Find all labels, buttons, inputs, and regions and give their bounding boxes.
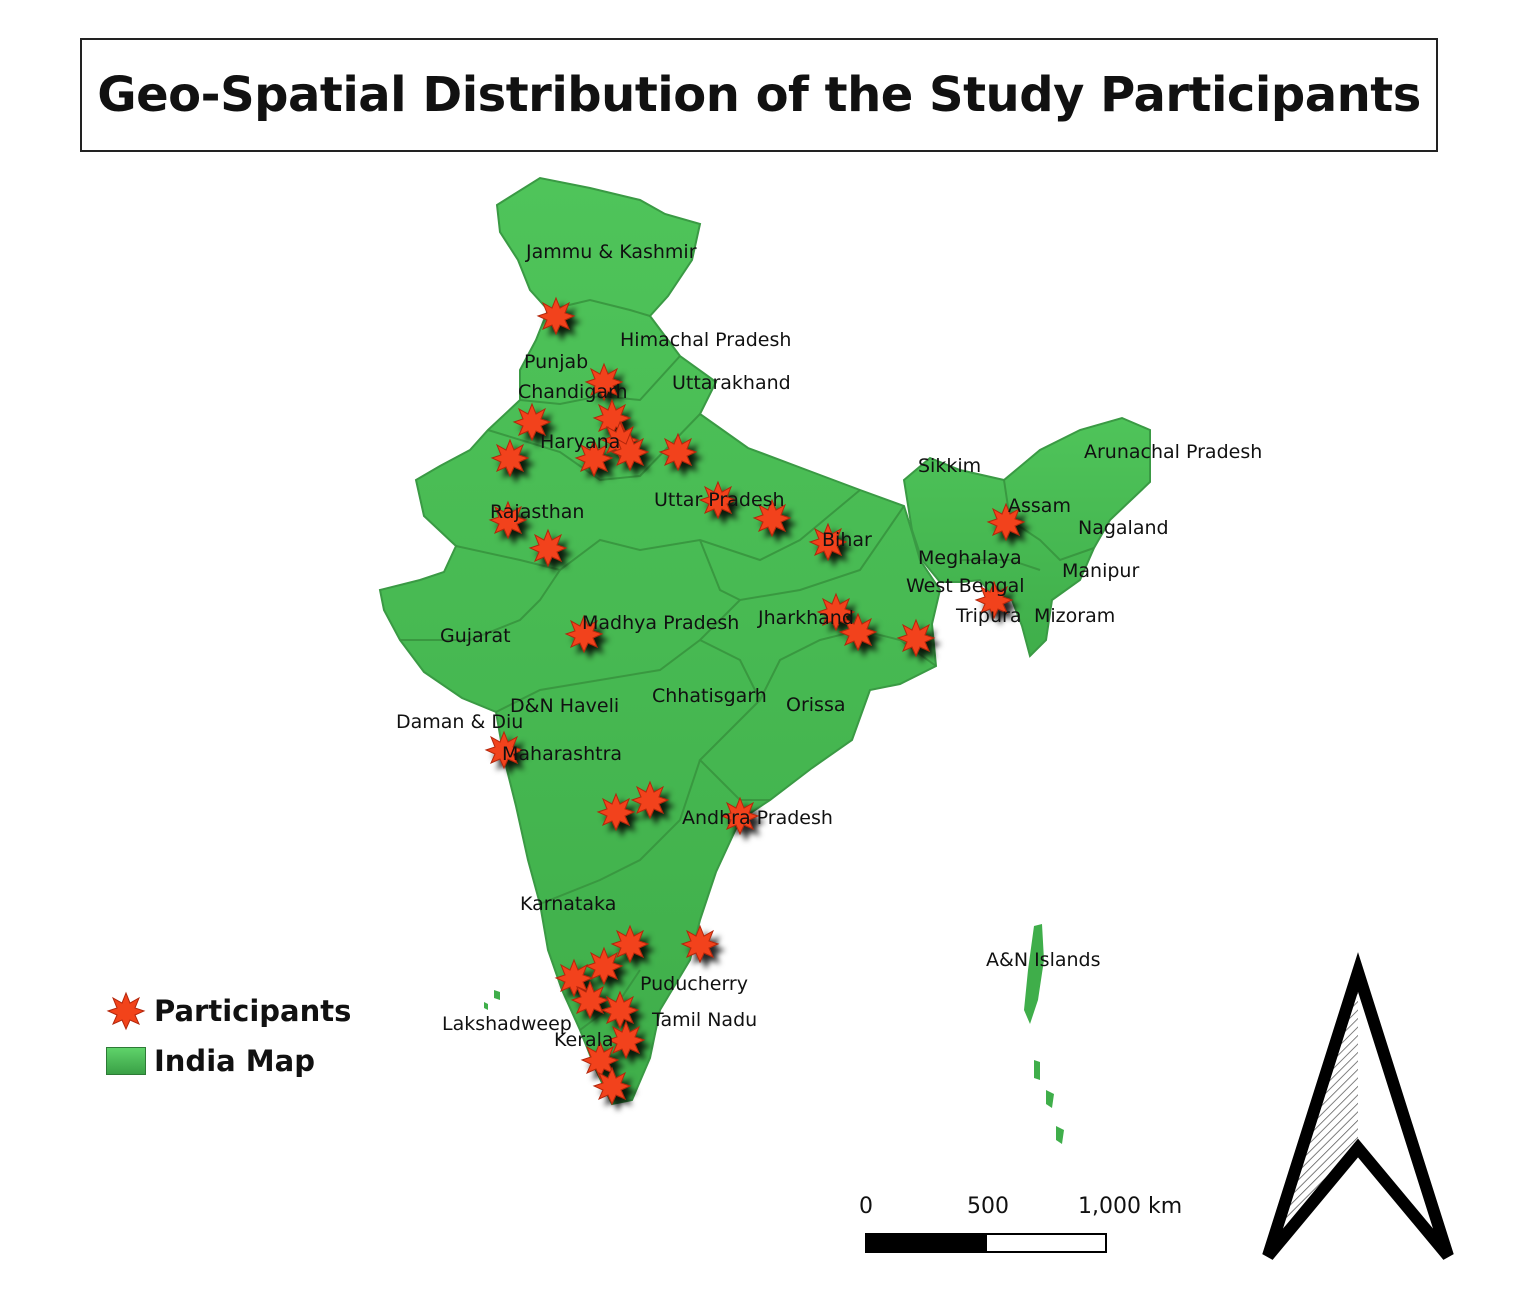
state-boundaries xyxy=(400,298,1095,1031)
participant-marker xyxy=(611,925,649,963)
india-map-swatch xyxy=(106,1047,146,1075)
scale-tick-0: 0 xyxy=(859,1194,873,1219)
andaman-nicobar-islands-shape xyxy=(1024,924,1064,1144)
state-label-rajasthan: Rajasthan xyxy=(490,501,584,523)
northeast-shape xyxy=(902,416,1151,658)
legend-item-india-map: India Map xyxy=(106,1036,351,1086)
participant-marker xyxy=(491,439,529,477)
state-label-dn-haveli: D&N Haveli xyxy=(510,695,619,717)
state-label-lakshadweep: Lakshadweep xyxy=(442,1013,572,1035)
state-label-nagaland: Nagaland xyxy=(1078,517,1169,539)
state-label-tripura: Tripura xyxy=(955,605,1021,627)
state-label-andaman-nicobar: A&N Islands xyxy=(986,949,1101,971)
state-label-karnataka: Karnataka xyxy=(520,893,616,915)
participant-star-icon xyxy=(106,991,146,1031)
state-label-kerala: Kerala xyxy=(554,1029,614,1051)
state-label-jharkhand: Jharkhand xyxy=(757,607,854,629)
scale-bar-empty-segment xyxy=(985,1233,1107,1253)
state-label-uttar-pradesh: Uttar Pradesh xyxy=(654,489,785,511)
participant-marker xyxy=(681,925,719,963)
state-label-meghalaya: Meghalaya xyxy=(918,547,1022,569)
participant-marker xyxy=(537,297,575,335)
participant-marker xyxy=(659,433,697,471)
map-legend: Participants India Map xyxy=(106,986,351,1086)
state-label-punjab: Punjab xyxy=(524,351,588,373)
participant-marker xyxy=(571,981,609,1019)
participant-marker xyxy=(593,1067,631,1105)
north-arrow-icon xyxy=(1262,952,1454,1260)
scale-tick-1000km: 1,000 km xyxy=(1078,1194,1183,1219)
state-label-haryana: Haryana xyxy=(540,431,620,453)
legend-item-participants: Participants xyxy=(106,986,351,1036)
map-title: Geo-Spatial Distribution of the Study Pa… xyxy=(97,67,1421,123)
scale-bar-filled-segment xyxy=(866,1234,986,1252)
participant-marker xyxy=(631,781,669,819)
state-label-gujarat: Gujarat xyxy=(440,625,511,647)
state-label-puducherry: Puducherry xyxy=(640,973,748,995)
lakshadweep-islands-shape xyxy=(484,990,500,1010)
state-label-andhra-pradesh: Andhra Pradesh xyxy=(682,807,833,829)
state-label-sikkim: Sikkim xyxy=(918,455,981,477)
state-label-chhatisgarh: Chhatisgarh xyxy=(652,685,767,707)
legend-label-india-map: India Map xyxy=(154,1044,315,1078)
state-label-chandigarh: Chandigarh xyxy=(518,381,628,403)
legend-label-participants: Participants xyxy=(154,994,352,1028)
state-label-tamil-nadu: Tamil Nadu xyxy=(651,1009,757,1031)
state-label-assam: Assam xyxy=(1008,495,1071,517)
state-labels: Jammu & Kashmir Himachal Pradesh Punjab … xyxy=(396,241,1262,1051)
state-label-maharashtra: Maharashtra xyxy=(502,743,622,765)
state-label-uttarakhand: Uttarakhand xyxy=(672,372,791,394)
state-label-orissa: Orissa xyxy=(786,694,846,716)
scale-bar xyxy=(865,1233,1107,1253)
state-label-bihar: Bihar xyxy=(822,529,872,551)
scale-tick-500: 500 xyxy=(967,1194,1009,1219)
state-label-manipur: Manipur xyxy=(1062,560,1139,582)
state-label-himachal-pradesh: Himachal Pradesh xyxy=(620,329,791,351)
participant-marker xyxy=(597,793,635,831)
participant-marker xyxy=(601,991,639,1029)
state-label-west-bengal: West Bengal xyxy=(906,575,1025,597)
state-label-jammu-kashmir: Jammu & Kashmir xyxy=(525,241,697,263)
map-title-frame: Geo-Spatial Distribution of the Study Pa… xyxy=(80,38,1438,152)
participant-marker xyxy=(897,619,935,657)
state-label-mizoram: Mizoram xyxy=(1034,605,1115,627)
state-label-daman-diu: Daman & Diu xyxy=(396,711,523,733)
state-label-madhya-pradesh: Madhya Pradesh xyxy=(582,612,739,634)
participant-marker xyxy=(529,529,567,567)
state-label-arunachal-pradesh: Arunachal Pradesh xyxy=(1084,441,1262,463)
